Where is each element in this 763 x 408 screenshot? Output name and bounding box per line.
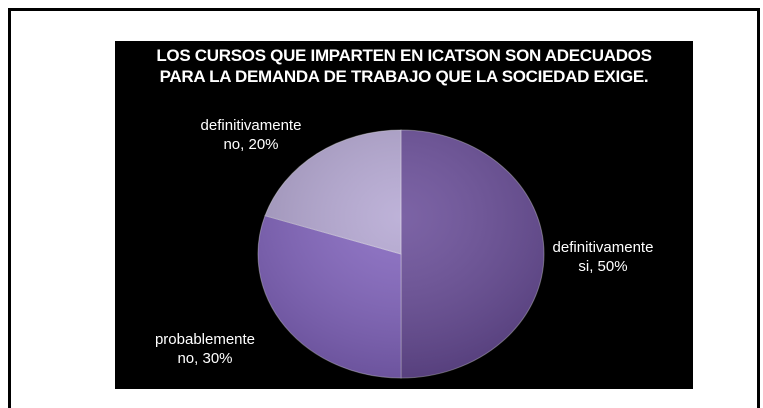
slice-label-definitivamente-no: definitivamente no, 20%: [171, 116, 331, 154]
chart-title-line-1: LOS CURSOS QUE IMPARTEN EN ICATSON SON A…: [156, 46, 652, 65]
slice-label-line: no, 30%: [177, 350, 233, 367]
chart-title-line-2: PARA LA DEMANDA DE TRABAJO QUE LA SOCIED…: [159, 67, 649, 86]
slice-label-definitivamente-si: definitivamente si, 50%: [523, 238, 683, 276]
figure-frame: LOS CURSOS QUE IMPARTEN EN ICATSON SON A…: [8, 8, 760, 408]
slice-label-probablemente-no: probablemente no, 30%: [125, 330, 285, 368]
slice-label-line: no, 20%: [223, 136, 279, 153]
slice-label-line: probablemente: [154, 331, 256, 348]
slice-label-line: definitivamente: [552, 239, 654, 256]
slice-label-line: si, 50%: [578, 258, 628, 275]
slice-label-line: definitivamente: [200, 117, 302, 134]
pie-chart: LOS CURSOS QUE IMPARTEN EN ICATSON SON A…: [115, 41, 693, 389]
chart-title: LOS CURSOS QUE IMPARTEN EN ICATSON SON A…: [115, 45, 693, 87]
